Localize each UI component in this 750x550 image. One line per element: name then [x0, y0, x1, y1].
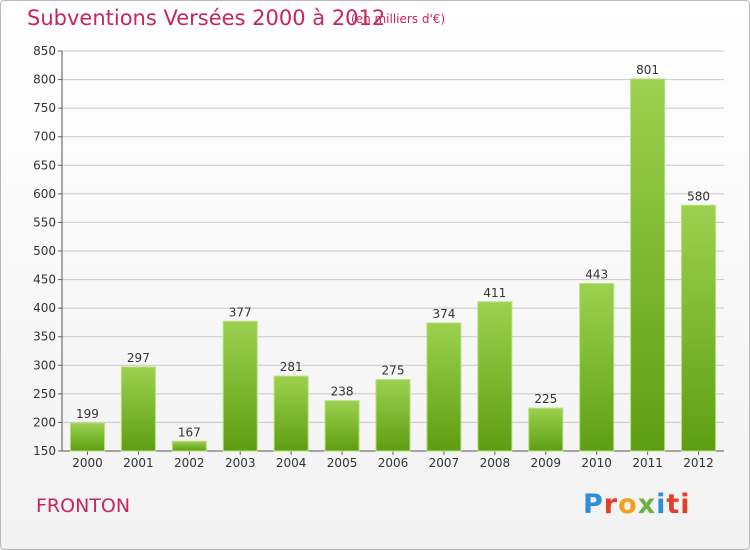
x-tick-label: 2006 — [378, 456, 409, 470]
x-tick-label: 2010 — [581, 456, 612, 470]
x-tick-label: 2012 — [683, 456, 714, 470]
y-tick-label: 450 — [33, 273, 56, 287]
x-tick-label: 2001 — [123, 456, 154, 470]
data-label: 443 — [585, 268, 608, 282]
bar-2006 — [375, 379, 411, 452]
data-label: 225 — [534, 392, 557, 406]
bar-2010 — [579, 283, 615, 452]
bars — [69, 78, 717, 452]
y-tick-label: 350 — [33, 330, 56, 344]
y-tick-label: 600 — [33, 187, 56, 201]
x-tick-label: 2007 — [429, 456, 460, 470]
y-tick-label: 200 — [33, 415, 56, 429]
data-label: 199 — [76, 407, 99, 421]
data-label: 297 — [127, 351, 150, 365]
bar-2011 — [630, 78, 666, 452]
x-tick-label: 2003 — [225, 456, 256, 470]
data-label: 275 — [382, 364, 405, 378]
data-label: 411 — [483, 286, 506, 300]
x-tick-label: 2004 — [276, 456, 307, 470]
x-tick-label: 2000 — [72, 456, 103, 470]
y-tick-label: 750 — [33, 101, 56, 115]
chart-subtitle: (en milliers d'€) — [351, 12, 446, 26]
x-tick-labels: 2000 2001 2002 2003 2004 2005 2006 2007 2008 2009… — [72, 456, 714, 470]
y-tick-label: 300 — [33, 358, 56, 372]
x-tick-label: 2002 — [174, 456, 205, 470]
bar-2005 — [324, 400, 360, 452]
bar-2002 — [171, 440, 207, 452]
y-tick-label: 850 — [33, 44, 56, 58]
bar-2000 — [69, 422, 105, 452]
y-tick-label: 400 — [33, 301, 56, 315]
y-tick-labels: 150 200 250 300 350 400 450 500 550 600 650 700 750 8… — [33, 44, 56, 458]
bar-2004 — [273, 375, 309, 452]
bar-2009 — [528, 407, 564, 452]
y-tick-label: 550 — [33, 215, 56, 229]
x-tick-label: 2005 — [327, 456, 358, 470]
data-label: 801 — [636, 63, 659, 77]
data-label: 238 — [331, 385, 354, 399]
x-tick-label: 2011 — [632, 456, 663, 470]
data-label: 377 — [229, 305, 252, 319]
y-tick-label: 650 — [33, 158, 56, 172]
bar-2001 — [120, 366, 156, 452]
y-tick-label: 250 — [33, 387, 56, 401]
bar-2008 — [477, 301, 513, 452]
bar-2012 — [681, 204, 717, 452]
data-label: 281 — [280, 360, 303, 374]
bar-2007 — [426, 322, 462, 452]
chart-title: Subventions Versées 2000 à 2012 — [27, 6, 386, 30]
proxiti-logo: Proxiti — [583, 489, 691, 520]
bar-2003 — [222, 320, 258, 452]
x-tick-label: 2008 — [480, 456, 511, 470]
data-label: 580 — [687, 189, 710, 203]
y-tick-label: 150 — [33, 444, 56, 458]
town-name: FRONTON — [36, 495, 131, 517]
y-tick-label: 800 — [33, 73, 56, 87]
y-tick-label: 500 — [33, 244, 56, 258]
data-label: 167 — [178, 425, 201, 439]
x-tick-label: 2009 — [530, 456, 561, 470]
y-tick-label: 700 — [33, 130, 56, 144]
data-label: 374 — [432, 307, 455, 321]
data-labels: 199 297 167 377 281 238 275 374 411 225 443 801 580 — [76, 63, 710, 439]
